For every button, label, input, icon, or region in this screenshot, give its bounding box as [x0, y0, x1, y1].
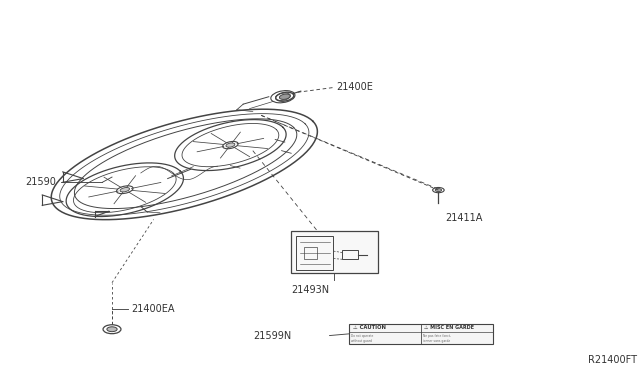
Bar [296, 236, 333, 270]
Text: Ne pas faire fonct-
ionner sans garde: Ne pas faire fonct- ionner sans garde [424, 334, 451, 343]
Bar [304, 247, 317, 259]
Bar [349, 324, 493, 344]
Text: ⚠ CAUTION: ⚠ CAUTION [353, 326, 387, 330]
Text: 21493N: 21493N [291, 285, 330, 295]
Text: ⚠ MISC EN GARDE: ⚠ MISC EN GARDE [424, 326, 474, 330]
Text: 21400E: 21400E [337, 83, 374, 92]
Ellipse shape [280, 94, 290, 99]
Ellipse shape [120, 187, 129, 192]
Bar [342, 250, 358, 259]
Ellipse shape [226, 143, 235, 147]
Text: R21400FT: R21400FT [588, 355, 637, 365]
Ellipse shape [435, 189, 442, 192]
Text: 21411A: 21411A [445, 213, 482, 222]
Ellipse shape [107, 327, 117, 332]
Text: 21400EA: 21400EA [131, 304, 175, 314]
Text: 21590: 21590 [26, 177, 56, 187]
Bar [291, 231, 378, 273]
Text: 21599N: 21599N [253, 331, 291, 340]
Text: Do not operate
without guard: Do not operate without guard [351, 334, 374, 343]
